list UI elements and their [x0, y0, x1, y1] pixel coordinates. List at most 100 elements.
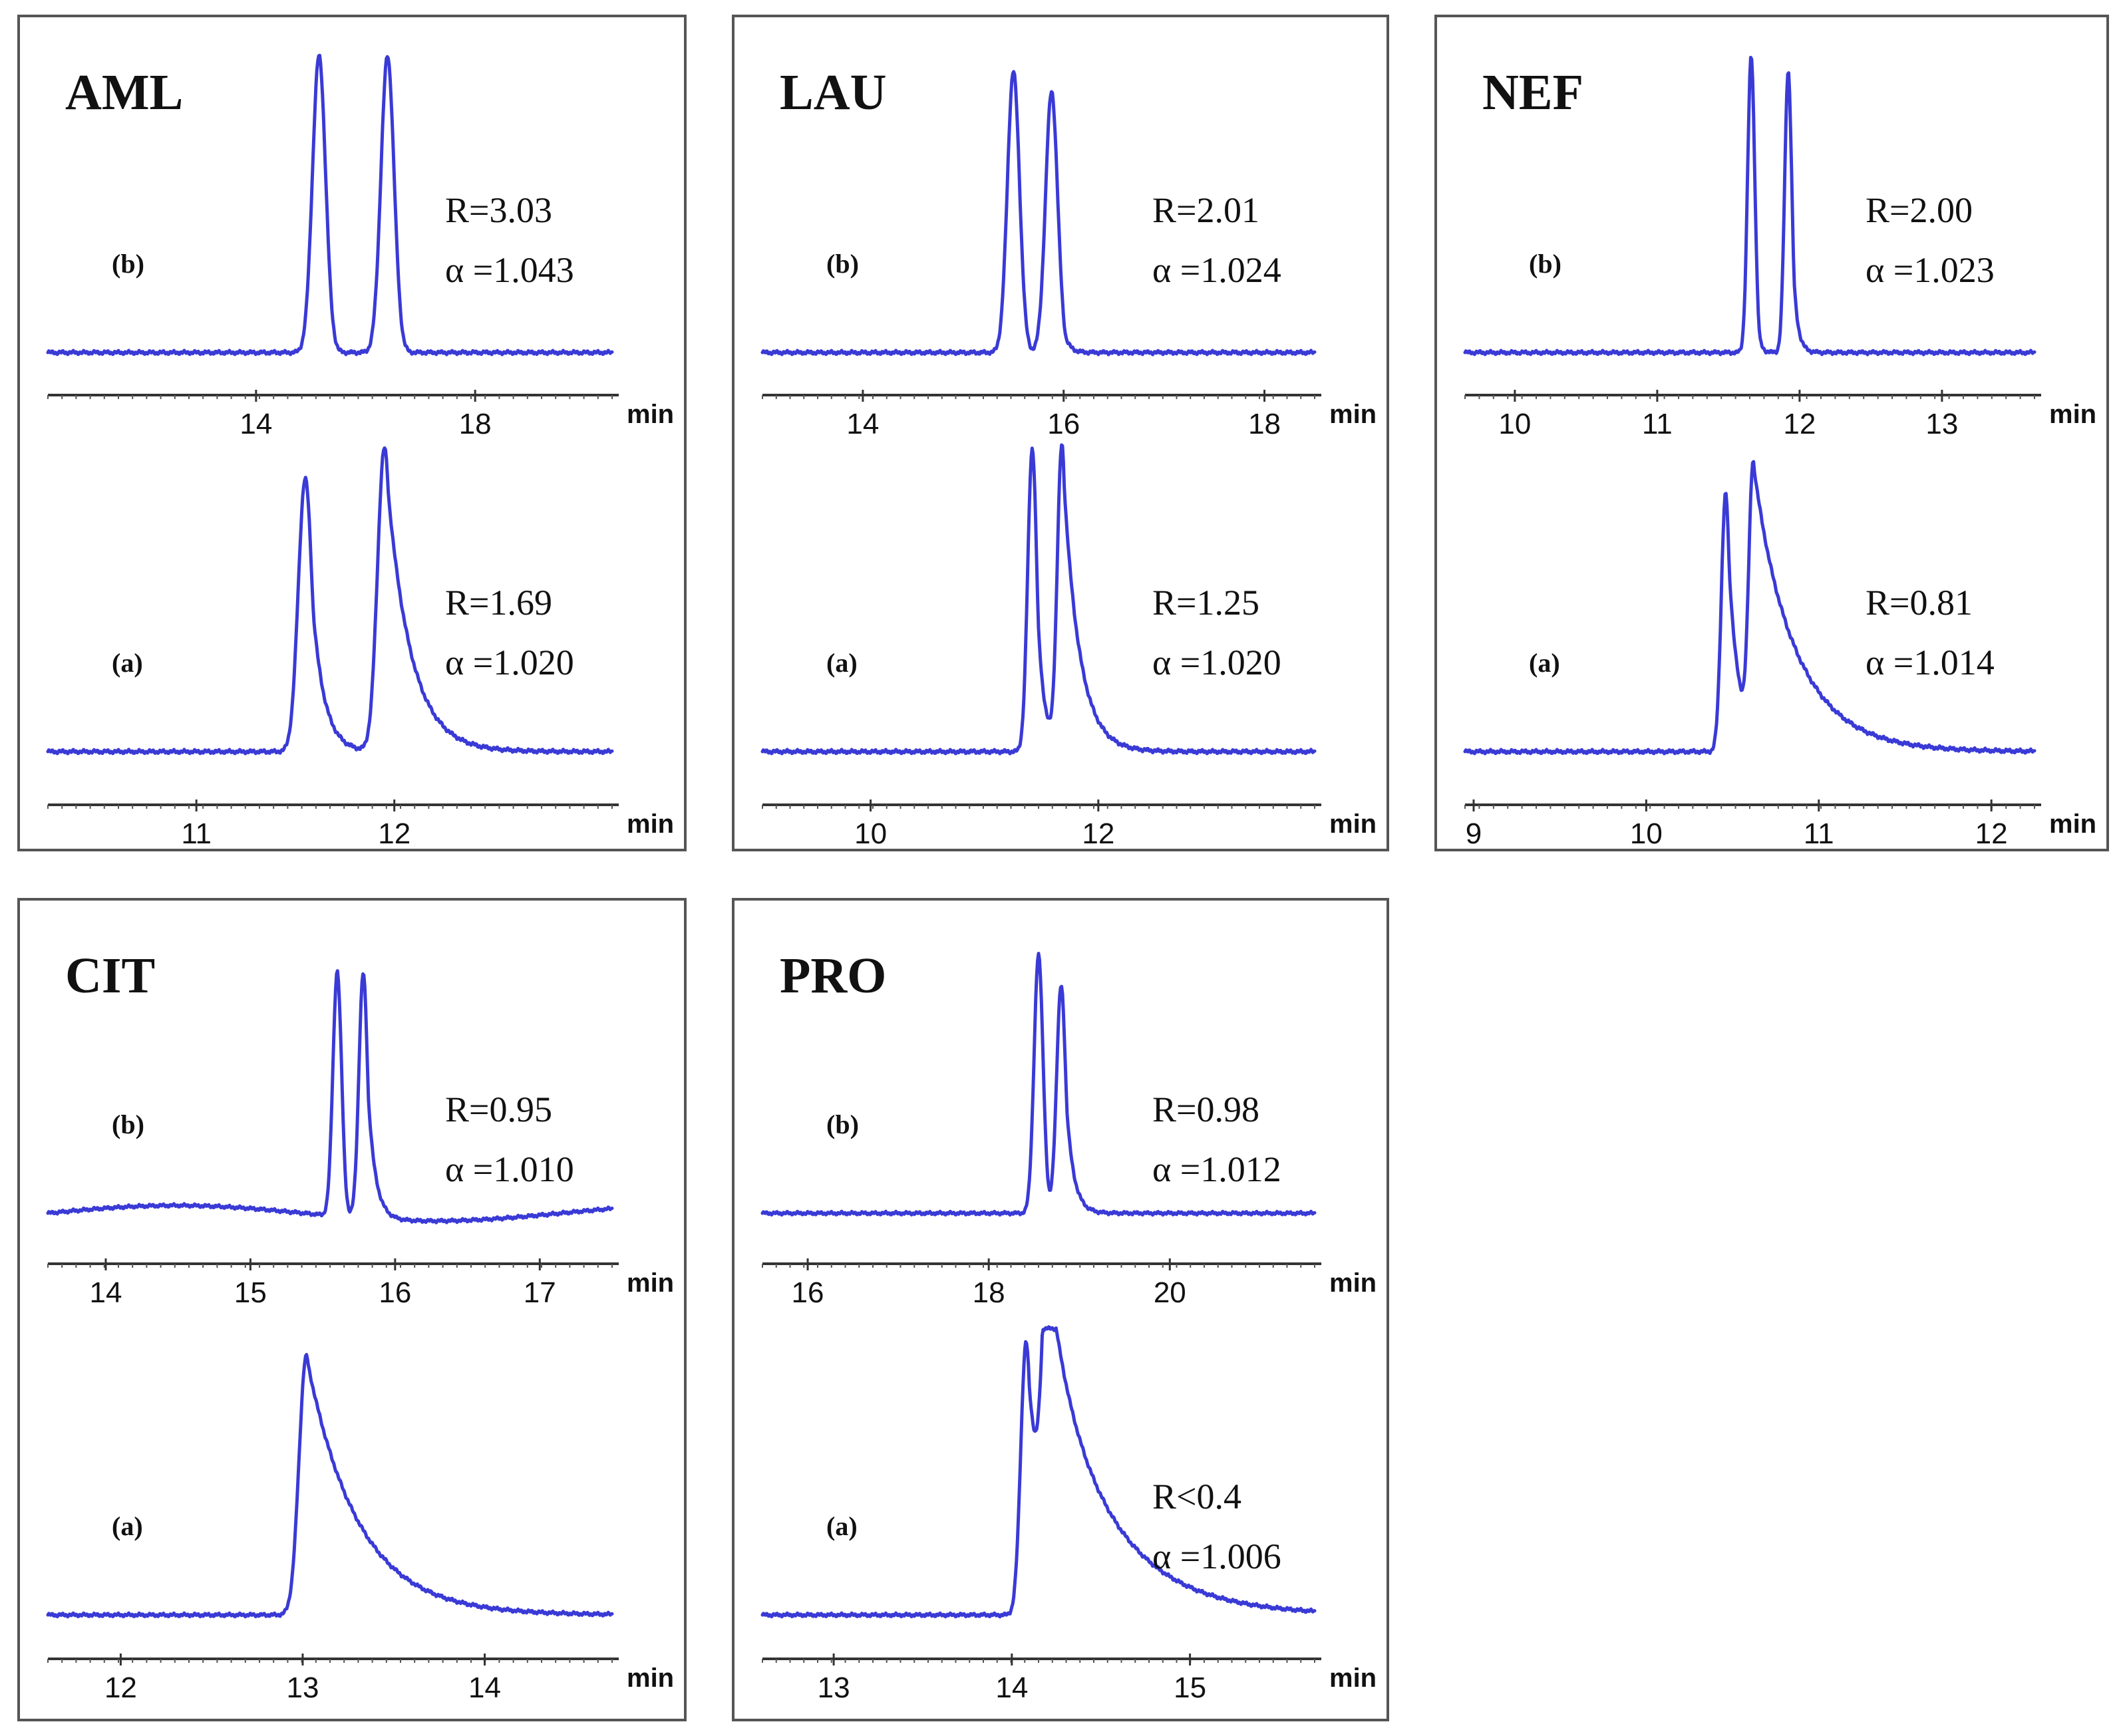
- x-tick-label: 12: [1082, 817, 1114, 850]
- resolution-label: R=0.98: [1152, 1089, 1259, 1129]
- trace-panel-b: (b) R=0.98 α =1.012 16 18 20 min: [760, 952, 1377, 1309]
- resolution-label: R=1.69: [445, 583, 552, 623]
- x-axis-unit-label: min: [627, 400, 674, 429]
- chromatogram-trace: [760, 952, 1317, 1217]
- x-tick-label: 10: [854, 817, 887, 850]
- selectivity-label: α =1.006: [1152, 1536, 1281, 1576]
- chart-pro: PRO (b) R=0.98 α =1.012 16 18 20 min (a) R<0.4 α =…: [732, 898, 1389, 1721]
- compound-label: CIT: [65, 948, 155, 1004]
- x-axis-unit-label: min: [2049, 400, 2096, 429]
- chromatogram-trace: [760, 1325, 1317, 1619]
- resolution-label: R=0.95: [445, 1089, 552, 1129]
- chromatogram-trace: [46, 1353, 614, 1619]
- selectivity-label: α =1.023: [1866, 250, 1995, 290]
- panel-frame: [732, 15, 1389, 851]
- resolution-label: R=2.00: [1866, 190, 1973, 230]
- x-tick-label: 12: [378, 817, 410, 850]
- x-tick-label: 18: [459, 408, 492, 440]
- trace-panel-b: (b) R=2.00 α =1.023 10 11 12 13 min: [1463, 55, 2096, 440]
- x-tick-label: 14: [995, 1671, 1028, 1704]
- x-tick-label: 12: [1975, 817, 2008, 850]
- selectivity-label: α =1.012: [1152, 1149, 1281, 1189]
- resolution-label: R=2.01: [1152, 190, 1259, 230]
- selectivity-label: α =1.020: [1152, 643, 1281, 682]
- compound-label: PRO: [780, 948, 886, 1004]
- panel-frame: [1434, 15, 2109, 851]
- x-tick-label: 14: [240, 408, 272, 440]
- trace-panel-b: (b) R=3.03 α =1.043 14 18 min: [46, 53, 674, 440]
- trace-label: (a): [826, 648, 858, 678]
- compound-label: LAU: [780, 65, 886, 120]
- panels-layer: AML (b) R=3.03 α =1.043 14 18 min (a) R=1.69 α =1…: [17, 15, 2109, 1721]
- resolution-label: R=0.81: [1866, 583, 1973, 623]
- trace-label: (b): [112, 249, 144, 279]
- chart-cit: CIT (b) R=0.95 α =1.010 14 15 16 17 min (a) 12 13 14…: [17, 898, 687, 1721]
- x-tick-label: 15: [234, 1276, 267, 1309]
- x-axis-unit-label: min: [627, 1664, 674, 1693]
- chromatogram-trace: [760, 70, 1317, 357]
- selectivity-label: α =1.014: [1866, 643, 1995, 682]
- x-tick-label: 12: [104, 1671, 137, 1704]
- trace-label: (b): [826, 1109, 859, 1139]
- x-tick-label: 14: [89, 1276, 122, 1309]
- x-tick-label: 18: [973, 1276, 1005, 1309]
- x-axis-unit-label: min: [1329, 1268, 1377, 1298]
- trace-label: (a): [826, 1511, 858, 1541]
- trace-panel-b: (b) R=2.01 α =1.024 14 16 18 min: [760, 70, 1377, 440]
- x-tick-label: 20: [1154, 1276, 1186, 1309]
- x-axis-unit-label: min: [627, 809, 674, 839]
- selectivity-label: α =1.024: [1152, 250, 1281, 290]
- x-tick-label: 11: [181, 817, 212, 850]
- trace-panel-a: (a) R=0.81 α =1.014 9 10 11 12 min: [1463, 460, 2096, 850]
- x-tick-label: 15: [1174, 1671, 1206, 1704]
- chromatogram-trace: [1463, 460, 2037, 756]
- trace-panel-a: (a) R=1.25 α =1.020 10 12 min: [760, 443, 1377, 850]
- x-tick-label: 13: [1925, 408, 1958, 440]
- x-tick-label: 14: [468, 1671, 501, 1704]
- x-tick-label: 13: [818, 1671, 850, 1704]
- x-axis-unit-label: min: [1329, 1664, 1377, 1693]
- trace-panel-a: (a) R<0.4 α =1.006 13 14 15 min: [760, 1325, 1377, 1704]
- compound-label: NEF: [1482, 65, 1583, 120]
- x-tick-label: 10: [1498, 408, 1531, 440]
- trace-label: (b): [1529, 249, 1561, 279]
- selectivity-label: α =1.010: [445, 1149, 574, 1189]
- trace-label: (b): [112, 1109, 144, 1139]
- x-tick-label: 11: [1642, 408, 1673, 440]
- panel-frame: [17, 15, 687, 851]
- x-axis-unit-label: min: [1329, 400, 1377, 429]
- x-tick-label: 14: [846, 408, 879, 440]
- trace-label: (a): [112, 648, 143, 678]
- x-tick-label: 17: [524, 1276, 556, 1309]
- selectivity-label: α =1.043: [445, 250, 574, 290]
- chromatogram-trace: [1463, 55, 2037, 357]
- trace-label: (b): [826, 249, 859, 279]
- selectivity-label: α =1.020: [445, 643, 574, 682]
- panel-frame: [732, 898, 1389, 1721]
- chromatogram-trace: [46, 446, 614, 756]
- resolution-label: R<0.4: [1152, 1477, 1241, 1517]
- trace-label: (a): [1529, 648, 1560, 678]
- resolution-label: R=3.03: [445, 190, 552, 230]
- x-tick-label: 10: [1630, 817, 1663, 850]
- trace-label: (a): [112, 1511, 143, 1541]
- x-tick-label: 9: [1466, 817, 1482, 850]
- trace-panel-a: (a) R=1.69 α =1.020 11 12 min: [46, 446, 674, 850]
- x-tick-label: 16: [792, 1276, 824, 1309]
- chromatogram-trace: [760, 443, 1317, 756]
- chromatogram-trace: [46, 969, 614, 1225]
- trace-panel-b: (b) R=0.95 α =1.010 14 15 16 17 min: [46, 969, 674, 1309]
- x-axis-unit-label: min: [2049, 809, 2096, 839]
- panel-frame: [17, 898, 687, 1721]
- resolution-label: R=1.25: [1152, 583, 1259, 623]
- x-tick-label: 18: [1248, 408, 1281, 440]
- compound-label: AML: [65, 65, 183, 120]
- x-tick-label: 11: [1804, 817, 1834, 850]
- chart-nef: NEF (b) R=2.00 α =1.023 10 11 12 13 min (a) R=0.81…: [1434, 15, 2109, 851]
- x-tick-label: 12: [1783, 408, 1816, 440]
- x-tick-label: 16: [1047, 408, 1080, 440]
- x-axis-unit-label: min: [1329, 809, 1377, 839]
- trace-panel-a: (a) 12 13 14 min: [46, 1353, 674, 1704]
- x-tick-label: 16: [379, 1276, 411, 1309]
